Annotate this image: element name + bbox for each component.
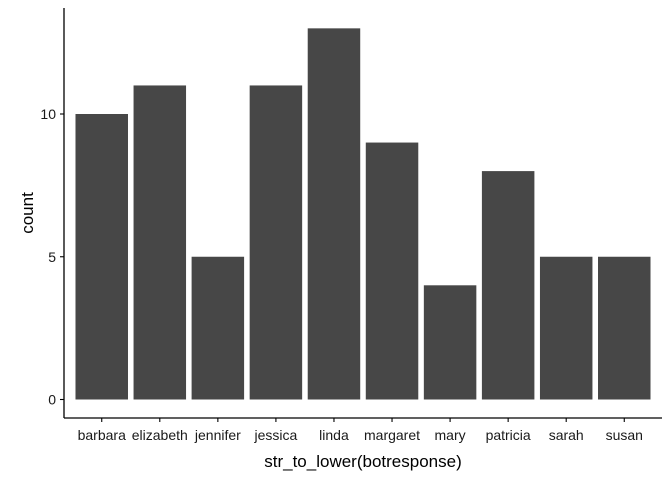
bar-margaret <box>365 142 419 400</box>
x-tick-label: jennifer <box>194 427 241 443</box>
bar-susan <box>598 256 651 400</box>
y-axis-title: count <box>18 192 37 234</box>
bar-elizabeth <box>133 85 187 400</box>
x-tick-label: mary <box>435 427 466 443</box>
x-tick-label: margaret <box>364 427 420 443</box>
x-tick-label: jessica <box>254 427 298 443</box>
x-tick-label: patricia <box>486 427 531 443</box>
x-tick-label: barbara <box>78 427 126 443</box>
x-tick-label: susan <box>606 427 643 443</box>
bar-jennifer <box>191 256 245 400</box>
y-tick-label: 10 <box>40 106 56 122</box>
y-axis: 0 5 10 <box>40 8 65 418</box>
bars-group <box>75 28 651 400</box>
bar-patricia <box>481 171 535 400</box>
x-tick-label: sarah <box>549 427 584 443</box>
x-axis: barbara elizabeth jennifer jessica linda marg… <box>64 417 662 443</box>
y-tick-label: 0 <box>48 392 56 408</box>
y-tick-label: 5 <box>48 249 56 265</box>
bar-barbara <box>75 114 128 400</box>
bar-jessica <box>249 85 303 400</box>
x-axis-title: str_to_lower(botresponse) <box>264 452 461 471</box>
x-ticks: barbara elizabeth jennifer jessica linda marg… <box>78 418 643 443</box>
bar-sarah <box>539 256 593 400</box>
x-tick-label: elizabeth <box>132 427 188 443</box>
y-ticks: 0 5 10 <box>40 106 64 408</box>
bar-linda <box>307 28 361 400</box>
bar-mary <box>423 285 477 400</box>
x-tick-label: linda <box>319 427 349 443</box>
